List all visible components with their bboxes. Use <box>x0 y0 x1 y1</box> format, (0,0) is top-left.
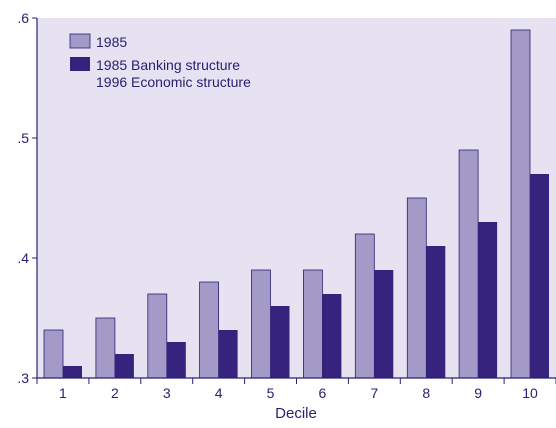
x-tick-label-2: 2 <box>111 385 119 401</box>
bar-series2-decile-3 <box>166 342 186 378</box>
bar-series2-decile-7 <box>374 270 394 378</box>
bar-series1-decile-6 <box>302 269 323 379</box>
legend-label-economic: 1996 Economic structure <box>96 74 251 90</box>
bar-series2-decile-9 <box>478 222 498 378</box>
bar-series2-decile-6 <box>322 294 342 378</box>
bar-series2-decile-10 <box>530 174 549 378</box>
x-tick-label-9: 9 <box>474 385 482 401</box>
x-axis-label: Decile <box>275 405 317 422</box>
bar-series1-decile-5 <box>251 269 271 379</box>
x-tick-label-4: 4 <box>215 385 223 401</box>
bar-series1-decile-8 <box>406 197 427 379</box>
x-tick-label-6: 6 <box>319 385 327 401</box>
x-tick-label-1: 1 <box>59 385 67 401</box>
bar-series2-decile-4 <box>218 330 238 378</box>
y-tick-label: .3 <box>17 370 29 386</box>
bar-series1-decile-4 <box>199 281 220 379</box>
bar-series1-decile-1 <box>43 329 64 379</box>
bar-series1-decile-7 <box>354 233 375 379</box>
bar-series2-decile-5 <box>270 306 290 378</box>
legend: 1985 1985 Banking structure 1996 Economi… <box>69 33 251 90</box>
legend-swatch-1985 <box>69 33 91 49</box>
y-tick-label: .4 <box>17 250 29 266</box>
bar-series2-decile-8 <box>426 246 446 378</box>
x-tick-label-7: 7 <box>370 385 378 401</box>
y-tick-label: .6 <box>17 10 29 26</box>
x-tick-label-3: 3 <box>163 385 171 401</box>
bar-series1-decile-3 <box>147 293 168 379</box>
y-tick-label: .5 <box>17 130 29 146</box>
x-tick-label-8: 8 <box>422 385 430 401</box>
axes: .3 .4 .5 .6 1 2 3 4 5 6 7 8 9 10 <box>17 10 556 401</box>
legend-label-1985: 1985 <box>96 34 127 50</box>
x-tick-label-5: 5 <box>267 385 275 401</box>
bar-series1-decile-9 <box>458 149 479 379</box>
x-tick-label-10: 10 <box>522 385 538 401</box>
bar-series2-decile-2 <box>114 354 134 378</box>
bar-series2-decile-1 <box>63 366 82 378</box>
bar-series1-decile-2 <box>95 317 116 379</box>
bars <box>43 29 549 379</box>
legend-swatch-banking <box>70 57 90 71</box>
legend-label-banking: 1985 Banking structure <box>96 57 240 73</box>
bar-series1-decile-10 <box>510 29 531 379</box>
